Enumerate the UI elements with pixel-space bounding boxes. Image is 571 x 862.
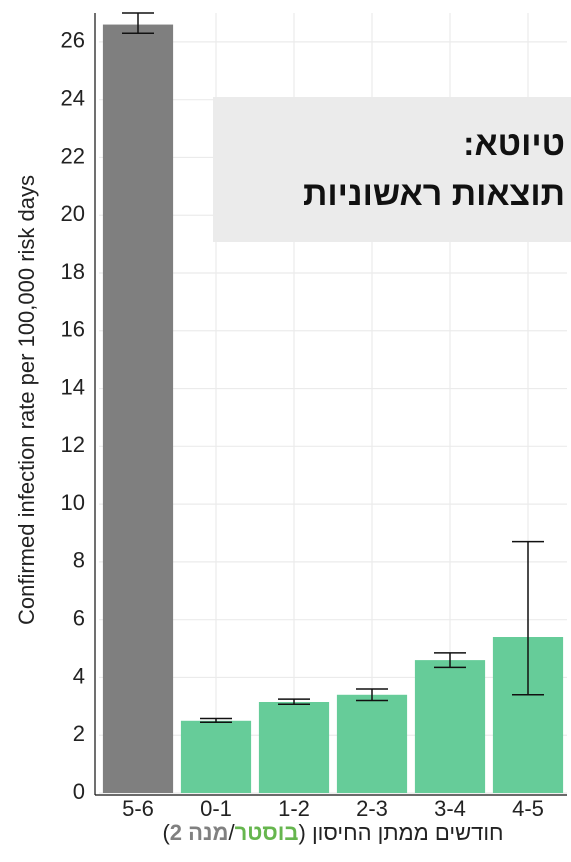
error-bar (512, 540, 544, 696)
error-bar (356, 688, 388, 702)
x-tick-label: 4-5 (512, 796, 544, 821)
y-tick-label: 0 (73, 779, 85, 804)
y-tick-label: 14 (61, 374, 85, 399)
y-tick-label: 22 (61, 143, 85, 168)
y-tick-label: 26 (61, 28, 85, 53)
bar (336, 694, 408, 793)
y-tick-label: 24 (61, 85, 85, 110)
annotation-line: תוצאות ראשוניות (303, 175, 565, 213)
x-tick-label: 0-1 (200, 796, 232, 821)
x-tick-label: 3-4 (434, 796, 466, 821)
bar (180, 720, 252, 793)
x-tick-label: 5-6 (122, 796, 154, 821)
y-tick-label: 16 (61, 317, 85, 342)
y-tick-label: 12 (61, 432, 85, 457)
x-axis-title-part: חודשים ממתן החיסון ( (298, 820, 504, 845)
error-bar (122, 12, 154, 34)
x-tick-label: 2-3 (356, 796, 388, 821)
bar (414, 660, 486, 793)
marks (102, 12, 564, 794)
x-axis-title-part: מנה 2 (169, 820, 229, 845)
y-tick-label: 10 (61, 490, 85, 515)
annotation: טיוטא: תוצאות ראשוניות (213, 97, 571, 242)
error-bar (200, 717, 232, 723)
y-tick-label: 4 (73, 663, 85, 688)
bar (102, 24, 174, 794)
y-axis-title: Confirmed infection rate per 100,000 ris… (14, 175, 39, 625)
y-tick-label: 2 (73, 721, 85, 746)
x-axis-title: חודשים ממתן החיסון (בוסטר/מנה 2) (99, 820, 567, 846)
x-tick-label: 1-2 (278, 796, 310, 821)
y-tick-label: 18 (61, 259, 85, 284)
error-bar (278, 698, 310, 706)
error-bar (434, 652, 466, 669)
y-tick-label: 8 (73, 548, 85, 573)
y-tick-label: 6 (73, 605, 85, 630)
x-axis-title-part: / (228, 820, 235, 845)
y-tick-label: 20 (61, 201, 85, 226)
annotation-line: טיוטא: (463, 125, 565, 163)
x-axis-title-part: ) (162, 820, 170, 845)
x-axis-title-part: בוסטר (234, 820, 299, 845)
bar (258, 702, 330, 793)
